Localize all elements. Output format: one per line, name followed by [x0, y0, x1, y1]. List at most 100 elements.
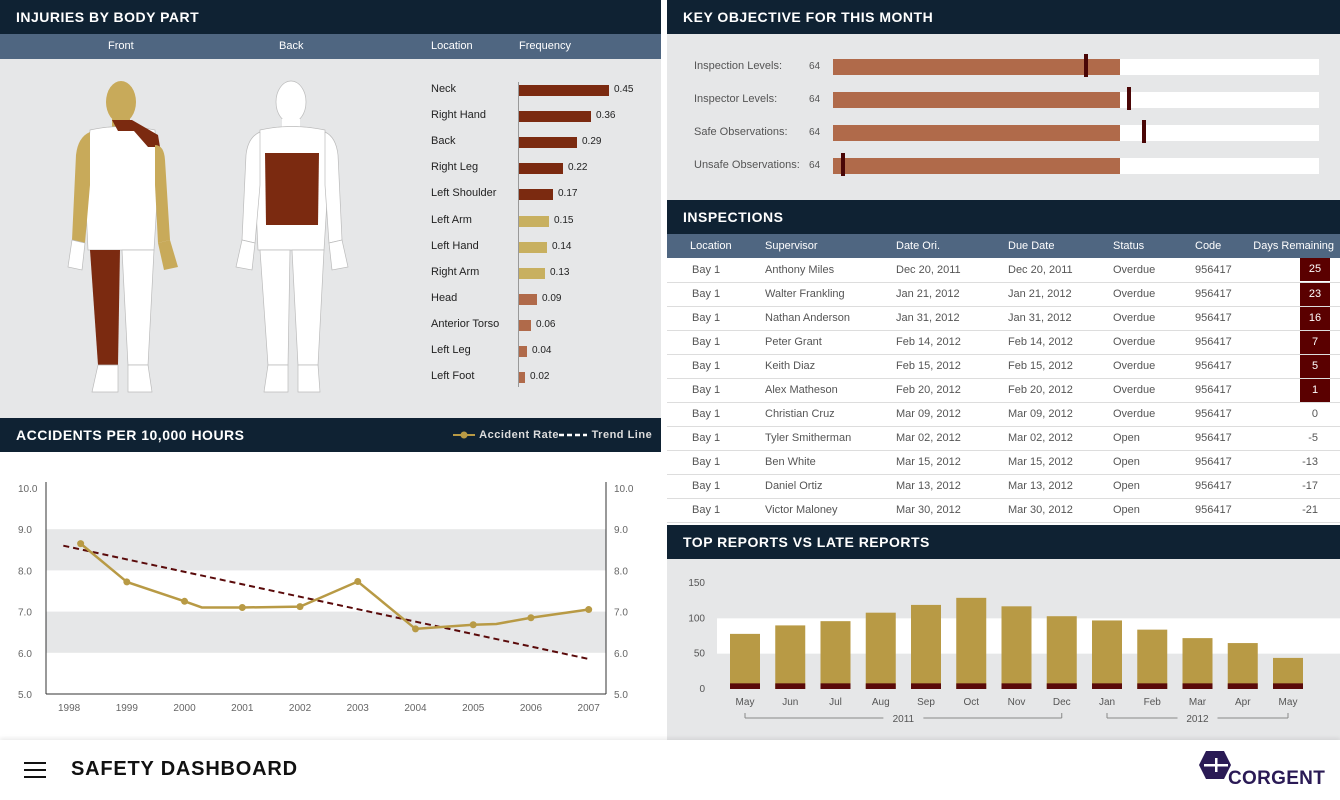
- injury-frequency-value: 0.45: [614, 84, 634, 95]
- reports-bar-chart[interactable]: 0 50 100 150 May Jun Jul Aug Sep Oct Nov Dec Jan Feb M…: [667, 559, 1340, 740]
- injury-frequency-bar[interactable]: [519, 267, 545, 279]
- accident-rate-point[interactable]: [411, 625, 419, 633]
- accident-rate-line[interactable]: [79, 542, 589, 631]
- report-bar[interactable]: [775, 625, 806, 689]
- legend-trend-line[interactable]: Trend Line: [558, 429, 652, 441]
- injury-location-label: Left Shoulder: [431, 187, 497, 200]
- late-report-bar[interactable]: [1046, 683, 1077, 689]
- inspection-row[interactable]: Bay 1 Daniel Ortiz Mar 13, 2012 Mar 13, 201…: [667, 474, 1340, 499]
- injury-frequency-bar[interactable]: [519, 189, 553, 201]
- cell-days-remaining: 7: [1253, 330, 1340, 355]
- late-report-bar[interactable]: [911, 683, 941, 689]
- x-tick-label: May: [1279, 697, 1298, 708]
- accident-rate-point[interactable]: [527, 614, 535, 622]
- cell-status: Overdue: [1113, 378, 1195, 403]
- injury-frequency-bar[interactable]: [519, 372, 525, 384]
- header-supervisor[interactable]: Supervisor: [765, 234, 896, 258]
- inspection-row[interactable]: Bay 1 Alex Matheson Feb 20, 2012 Feb 20, 20…: [667, 378, 1340, 403]
- cell-supervisor: Nathan Anderson: [765, 306, 896, 331]
- report-bar[interactable]: [1227, 643, 1258, 689]
- cell-days-remaining: 1: [1253, 378, 1340, 403]
- late-report-bar[interactable]: [730, 683, 760, 689]
- injury-location-label: Head: [431, 291, 458, 304]
- report-bar[interactable]: [820, 621, 851, 689]
- y-tick-label: 0: [699, 684, 705, 695]
- accident-rate-point[interactable]: [123, 578, 131, 586]
- inspection-row[interactable]: Bay 1 Ben White Mar 15, 2012 Mar 15, 2012 Op…: [667, 450, 1340, 475]
- accident-rate-point[interactable]: [354, 578, 362, 586]
- cell-due-date: Jan 21, 2012: [1008, 282, 1113, 307]
- injury-frequency-value: 0.22: [568, 162, 588, 174]
- accidents-line-chart[interactable]: 5.0 5.0 6.0 6.0 7.0 7.0 8.0 8.0 9.0 9.0 10.0 10.0 19…: [0, 452, 661, 740]
- inspection-row[interactable]: Bay 1 Christian Cruz Mar 09, 2012 Mar 09, 2…: [667, 402, 1340, 427]
- x-tick-label: Nov: [1008, 697, 1026, 708]
- x-tick-label: Aug: [872, 697, 890, 708]
- y-tick-label-right: 6.0: [614, 649, 628, 660]
- late-report-bar[interactable]: [1182, 683, 1213, 689]
- inspection-row[interactable]: Bay 1 Victor Maloney Mar 30, 2012 Mar 30, 2…: [667, 498, 1340, 523]
- late-report-bar[interactable]: [865, 683, 896, 689]
- header-status[interactable]: Status: [1113, 234, 1195, 258]
- report-bar[interactable]: [1137, 629, 1168, 689]
- accident-rate-point[interactable]: [238, 603, 246, 611]
- injury-frequency-bar[interactable]: [519, 85, 609, 96]
- back-body-figure[interactable]: [230, 75, 355, 395]
- injury-frequency-bar[interactable]: [519, 346, 527, 357]
- report-bar[interactable]: [1182, 638, 1213, 689]
- report-bar[interactable]: [1092, 620, 1122, 689]
- late-report-bar[interactable]: [775, 683, 806, 689]
- objective-progress-track[interactable]: [833, 54, 1319, 77]
- injury-frequency-value: 0.29: [582, 136, 602, 148]
- header-location[interactable]: Location: [667, 234, 765, 258]
- inspection-row[interactable]: Bay 1 Anthony Miles Dec 20, 2011 Dec 20, 20…: [667, 258, 1340, 283]
- injury-frequency-bar[interactable]: [519, 111, 591, 123]
- hamburger-menu-icon[interactable]: [24, 762, 46, 778]
- objective-progress-track[interactable]: [833, 153, 1319, 176]
- header-due-date[interactable]: Due Date: [1008, 234, 1113, 258]
- injury-frequency-bar[interactable]: [519, 293, 537, 305]
- report-bar[interactable]: [1046, 616, 1077, 689]
- injury-frequency-bar[interactable]: [519, 137, 577, 149]
- inspection-row[interactable]: Bay 1 Keith Diaz Feb 15, 2012 Feb 15, 2012 O…: [667, 354, 1340, 379]
- objective-label: Safe Observations:: [694, 126, 788, 138]
- accident-rate-point[interactable]: [296, 603, 304, 611]
- report-bar[interactable]: [730, 633, 760, 689]
- cell-days-remaining: 0: [1253, 402, 1340, 427]
- late-report-bar[interactable]: [1273, 683, 1303, 689]
- grid-band: [46, 611, 606, 653]
- report-bar[interactable]: [1001, 606, 1032, 689]
- cell-due-date: Mar 09, 2012: [1008, 402, 1113, 427]
- late-report-bar[interactable]: [1001, 683, 1032, 689]
- inspection-row[interactable]: Bay 1 Walter Frankling Jan 21, 2012 Jan 21,…: [667, 282, 1340, 307]
- late-report-bar[interactable]: [820, 683, 851, 689]
- injury-location-label: Left Hand: [431, 239, 479, 252]
- frequency-axis: [518, 82, 519, 387]
- inspection-row[interactable]: Bay 1 Tyler Smitherman Mar 02, 2012 Mar 02,…: [667, 426, 1340, 451]
- accident-rate-point[interactable]: [77, 540, 85, 548]
- back-region: [265, 153, 319, 225]
- header-date-ori[interactable]: Date Ori.: [896, 234, 1008, 258]
- header-days-remaining[interactable]: Days Remaining: [1253, 234, 1340, 258]
- late-report-bar[interactable]: [1092, 683, 1122, 689]
- report-bar[interactable]: [911, 604, 941, 689]
- objective-progress-track[interactable]: [833, 87, 1319, 110]
- late-report-bar[interactable]: [1137, 683, 1168, 689]
- accident-rate-point[interactable]: [585, 606, 593, 614]
- report-bar[interactable]: [865, 612, 896, 689]
- front-body-figure[interactable]: [60, 75, 185, 395]
- late-report-bar[interactable]: [1227, 683, 1258, 689]
- inspection-row[interactable]: Bay 1 Nathan Anderson Jan 31, 2012 Jan 31, …: [667, 306, 1340, 331]
- left-leg-region: [121, 249, 155, 366]
- injury-frequency-bar[interactable]: [519, 319, 531, 331]
- injury-frequency-bar[interactable]: [519, 241, 547, 253]
- accident-rate-point[interactable]: [181, 597, 189, 605]
- accident-rate-point[interactable]: [469, 621, 477, 629]
- injury-frequency-bar[interactable]: [519, 215, 549, 227]
- legend-accident-rate[interactable]: Accident Rate: [452, 429, 559, 441]
- report-bar[interactable]: [956, 597, 987, 689]
- late-report-bar[interactable]: [956, 683, 987, 689]
- injury-frequency-bar[interactable]: [519, 163, 563, 175]
- objective-progress-track[interactable]: [833, 120, 1319, 143]
- header-code[interactable]: Code: [1195, 234, 1253, 258]
- inspection-row[interactable]: Bay 1 Peter Grant Feb 14, 2012 Feb 14, 2012…: [667, 330, 1340, 355]
